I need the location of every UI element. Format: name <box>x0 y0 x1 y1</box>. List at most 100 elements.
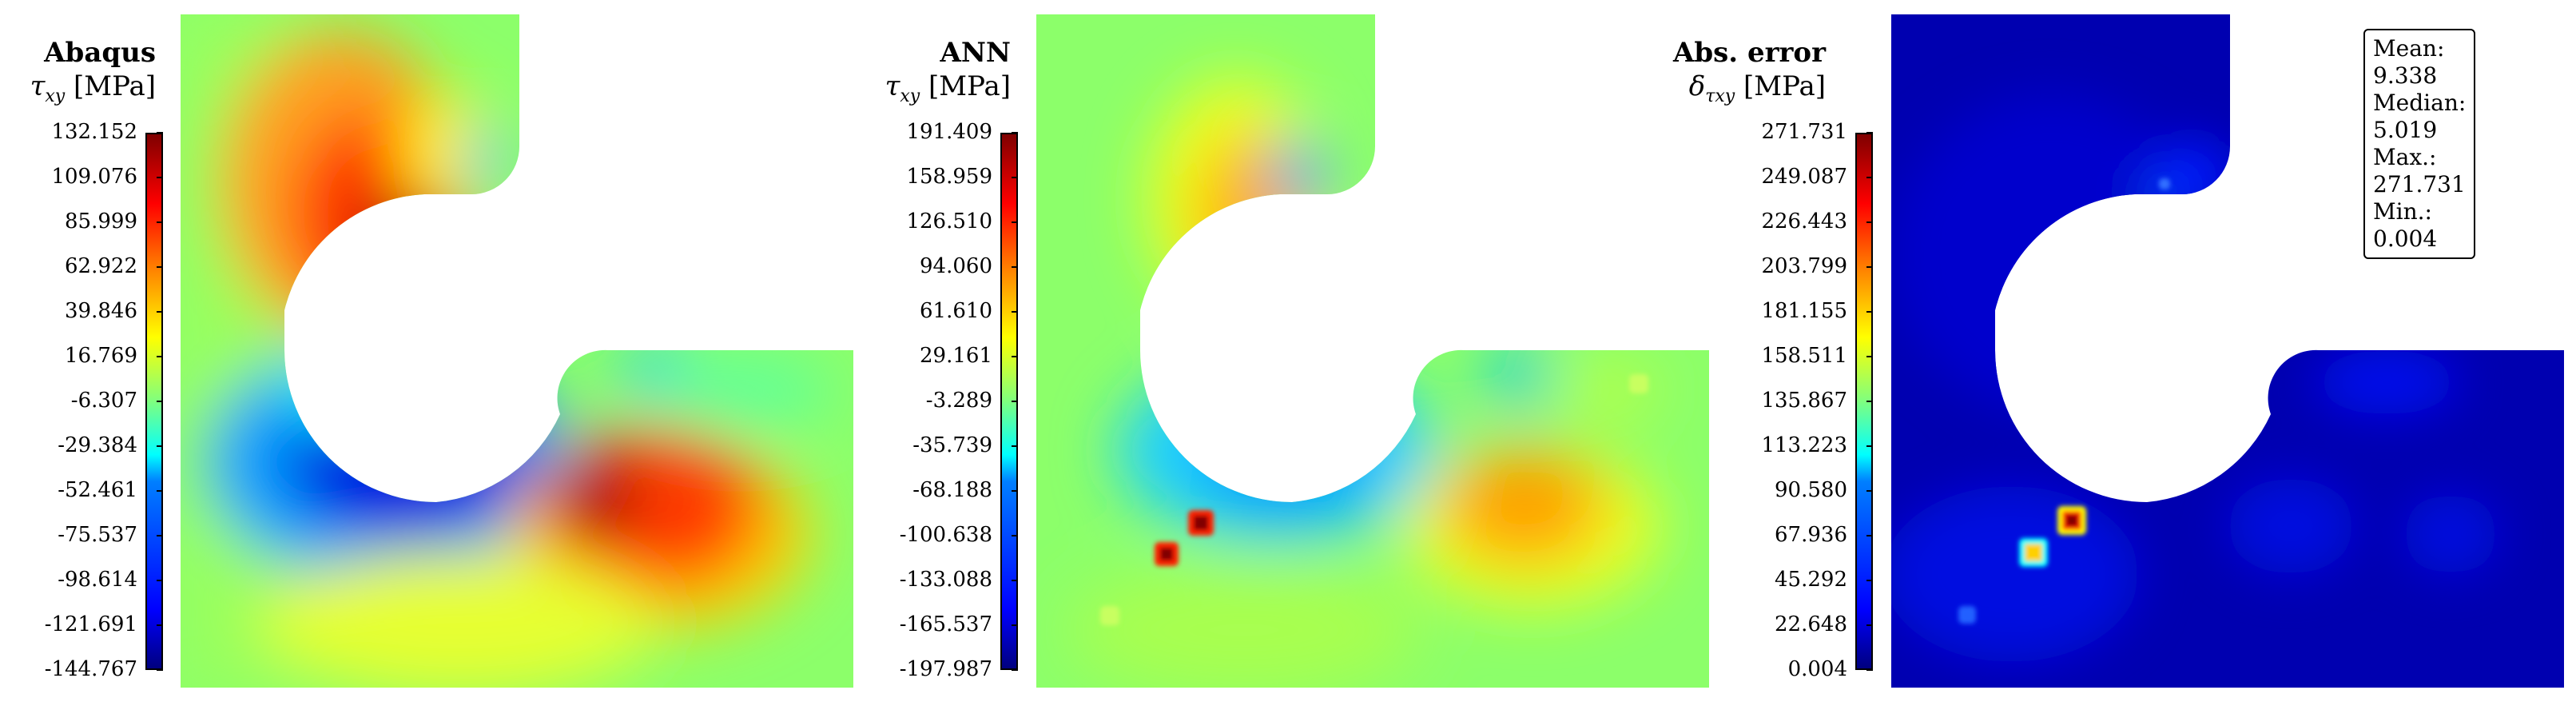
colorbar-tick-mark <box>1012 311 1018 313</box>
colorbar-tick-label: -100.638 <box>899 523 992 547</box>
colorbar-tick-label: 226.443 <box>1761 209 1847 233</box>
colorbar-tick-label: 22.648 <box>1775 612 1847 636</box>
colorbar-tick-label: -197.987 <box>899 657 992 681</box>
colorbar-tick-mark <box>1866 401 1873 402</box>
colorbar-tick-mark <box>1866 624 1873 626</box>
colorbar-tick-label: 203.799 <box>1761 254 1847 278</box>
colorbar-label-sub: xy <box>900 86 920 106</box>
colorbar-tick-label: 29.161 <box>920 344 992 368</box>
stat-min: Min.: 0.004 <box>2373 198 2438 252</box>
colorbar-tick-mark <box>1866 177 1873 178</box>
colorbar-tick-label: -98.614 <box>58 568 137 592</box>
colorbar-tick-label: -68.188 <box>912 478 992 502</box>
colorbar-tick-label: -6.307 <box>70 389 137 413</box>
colorbar-tick-mark <box>1866 266 1873 268</box>
colorbar-tick-mark <box>1866 445 1873 447</box>
colorbar-tick-mark <box>1012 490 1018 492</box>
colorbar-tick-label: -165.537 <box>899 612 992 636</box>
colorbar-tick-label: 85.999 <box>65 209 137 233</box>
colorbar-tick-label: -35.739 <box>912 433 992 457</box>
colorbar-tick-label: -75.537 <box>58 523 137 547</box>
colorbar-label-unit: [MPa] <box>65 70 156 102</box>
colorbar-tick-label: 45.292 <box>1775 568 1847 592</box>
colorbar-tick-mark <box>1866 311 1873 313</box>
colorbar-tick-mark <box>157 580 163 581</box>
colorbar-tick-label: 16.769 <box>65 344 137 368</box>
colorbar-tick-mark <box>1012 221 1018 223</box>
stat-median: Median: 5.019 <box>2373 90 2467 143</box>
colorbar-tick-label: -29.384 <box>58 433 137 457</box>
colorbar-tick-label: 181.155 <box>1761 299 1847 323</box>
colorbar-tick-label: 90.580 <box>1775 478 1847 502</box>
colorbar-tick-label: 132.152 <box>51 120 137 144</box>
colorbar-label-sub: xy <box>45 86 66 106</box>
colorbar-tick-mark <box>157 266 163 268</box>
colorbar-label: δτxy [MPa] <box>1630 70 1826 106</box>
colorbar-tick-label: 271.731 <box>1761 120 1847 144</box>
colorbar-tick-label: -121.691 <box>44 612 137 636</box>
colorbar-tick-mark <box>1012 401 1018 402</box>
colorbar-label-sub: τxy <box>1705 86 1735 106</box>
panel-title: Abs. error <box>1672 37 1826 69</box>
colorbar-tick-mark <box>1012 132 1018 134</box>
colorbar-label: τxy [MPa] <box>855 70 1011 106</box>
colorbar-tick-mark <box>1866 356 1873 357</box>
stat-mean: Mean: 9.338 <box>2373 35 2445 89</box>
colorbar-tick-mark <box>1866 490 1873 492</box>
colorbar-tick-mark <box>1012 624 1018 626</box>
statistics-box: Mean: 9.338 Median: 5.019 Max.: 271.731 … <box>2363 29 2476 259</box>
colorbar-tick-mark <box>157 177 163 178</box>
colorbar-tick-label: 39.846 <box>65 299 137 323</box>
colorbar-tick-mark <box>157 624 163 626</box>
colorbar-tick-mark <box>157 669 163 671</box>
colorbar-tick-label: 158.511 <box>1761 344 1847 368</box>
colorbar-tick-label: 94.060 <box>920 254 992 278</box>
stat-max: Max.: 271.731 <box>2373 144 2466 197</box>
colorbar-tick-mark <box>1012 535 1018 536</box>
error-field <box>1891 14 2564 688</box>
colorbar-tick-mark <box>1012 669 1018 671</box>
colorbar-tick-mark <box>1012 266 1018 268</box>
colorbar-label-symbol: τ <box>885 70 900 102</box>
colorbar-tick-label: 113.223 <box>1761 433 1847 457</box>
colorbar-tick-label: 67.936 <box>1775 523 1847 547</box>
colorbar-tick-label: 135.867 <box>1761 389 1847 413</box>
stress-field-abaqus <box>181 14 853 688</box>
colorbar-tick-mark <box>1866 669 1873 671</box>
panel-title: Abaqus <box>44 37 156 69</box>
colorbar-tick-mark <box>1866 580 1873 581</box>
panel-title: ANN <box>940 37 1011 69</box>
colorbar-tick-label: -52.461 <box>58 478 137 502</box>
colorbar-tick-mark <box>157 535 163 536</box>
colorbar-tick-label: 62.922 <box>65 254 137 278</box>
colorbar-tick-mark <box>1012 356 1018 357</box>
colorbar-tick-mark <box>157 311 163 313</box>
stress-field-ann <box>1036 14 1709 688</box>
colorbar-tick-label: 109.076 <box>51 165 137 189</box>
colorbar-tick-mark <box>157 445 163 447</box>
colorbar-tick-mark <box>1866 221 1873 223</box>
colorbar-tick-label: 249.087 <box>1761 165 1847 189</box>
colorbar-tick-mark <box>157 401 163 402</box>
colorbar-tick-mark <box>157 221 163 223</box>
colorbar-label-unit: [MPa] <box>920 70 1011 102</box>
colorbar-tick-label: 158.959 <box>906 165 992 189</box>
colorbar-tick-mark <box>1866 535 1873 536</box>
colorbar-label: τxy [MPa] <box>0 70 156 106</box>
colorbar-tick-mark <box>1012 580 1018 581</box>
colorbar-tick-label: -133.088 <box>899 568 992 592</box>
colorbar-tick-label: 126.510 <box>906 209 992 233</box>
colorbar-tick-mark <box>157 356 163 357</box>
colorbar-tick-mark <box>157 132 163 134</box>
colorbar-label-unit: [MPa] <box>1735 70 1826 102</box>
colorbar-tick-mark <box>1866 132 1873 134</box>
colorbar-tick-label: -3.289 <box>925 389 992 413</box>
colorbar-tick-mark <box>1012 445 1018 447</box>
colorbar-tick-label: -144.767 <box>44 657 137 681</box>
colorbar-tick-label: 191.409 <box>906 120 992 144</box>
colorbar-label-symbol: τ <box>30 70 46 102</box>
colorbar-label-symbol: δ <box>1688 70 1706 102</box>
colorbar-tick-label: 0.004 <box>1787 657 1847 681</box>
colorbar-tick-mark <box>1012 177 1018 178</box>
colorbar-tick-label: 61.610 <box>920 299 992 323</box>
